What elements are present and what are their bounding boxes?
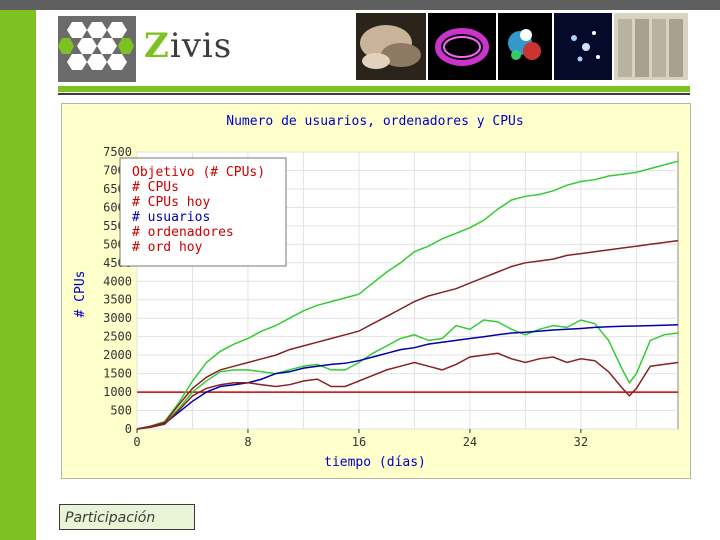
top-bar: [0, 0, 720, 10]
chart-title: Numero de usuarios, ordenadores y CPUs: [226, 114, 523, 129]
header-rule-green: [58, 86, 690, 92]
photo-hands: [356, 13, 426, 80]
photo-computer-cluster: [614, 13, 688, 80]
y-tick-label: 1500: [103, 367, 132, 381]
photo-molecule-ring: [428, 13, 496, 80]
series-line-ordenadores: [136, 239, 679, 430]
series-line-cpus-hoy: [136, 319, 679, 430]
y-tick-label: 2500: [103, 330, 132, 344]
line-chart: Numero de usuarios, ordenadores y CPUs #…: [73, 114, 679, 470]
y-tick-label: 3500: [103, 293, 132, 307]
legend-entry: # CPUs hoy: [132, 195, 210, 210]
header-rule-dark: [58, 93, 690, 95]
caption-box: Participación: [59, 504, 195, 530]
series-line-cpus: [136, 160, 679, 430]
series-line-ord-hoy: [136, 352, 679, 430]
legend-entry: # ord hoy: [132, 240, 203, 255]
legend-entry: Objetivo (# CPUs): [132, 165, 265, 180]
hexagon-logo-icon: [58, 16, 136, 82]
photo-protein: [498, 13, 552, 80]
y-tick-label: 4000: [103, 274, 132, 288]
x-tick-label: 32: [574, 435, 588, 449]
x-axis-label: tiempo (días): [324, 455, 426, 470]
y-tick-label: 500: [110, 404, 132, 418]
zivis-logo: Zivis: [58, 16, 318, 82]
legend-box: [119, 157, 287, 267]
x-tick-label: 8: [244, 435, 251, 449]
left-accent-bar: [0, 10, 36, 540]
brand-wordmark: Zivis: [144, 26, 233, 66]
x-tick-label: 24: [463, 435, 477, 449]
header-photo-strip: [356, 13, 688, 80]
x-tick-label: 16: [352, 435, 366, 449]
x-tick-label: 0: [133, 435, 140, 449]
y-tick-label: 2000: [103, 348, 132, 362]
y-tick-label: 7500: [103, 145, 132, 159]
y-tick-label: 0: [125, 422, 132, 436]
chart-panel: Numero de usuarios, ordenadores y CPUs #…: [61, 103, 691, 479]
legend-entry: # usuarios: [132, 210, 210, 225]
series-line-usuarios: [136, 324, 679, 430]
y-tick-label: 3000: [103, 311, 132, 325]
legend-entry: # ordenadores: [132, 225, 234, 240]
y-tick-label: 1000: [103, 385, 132, 399]
legend-entry: # CPUs: [132, 180, 179, 195]
photo-star-cluster: [554, 13, 612, 80]
y-axis-label: # CPUs: [73, 271, 88, 318]
